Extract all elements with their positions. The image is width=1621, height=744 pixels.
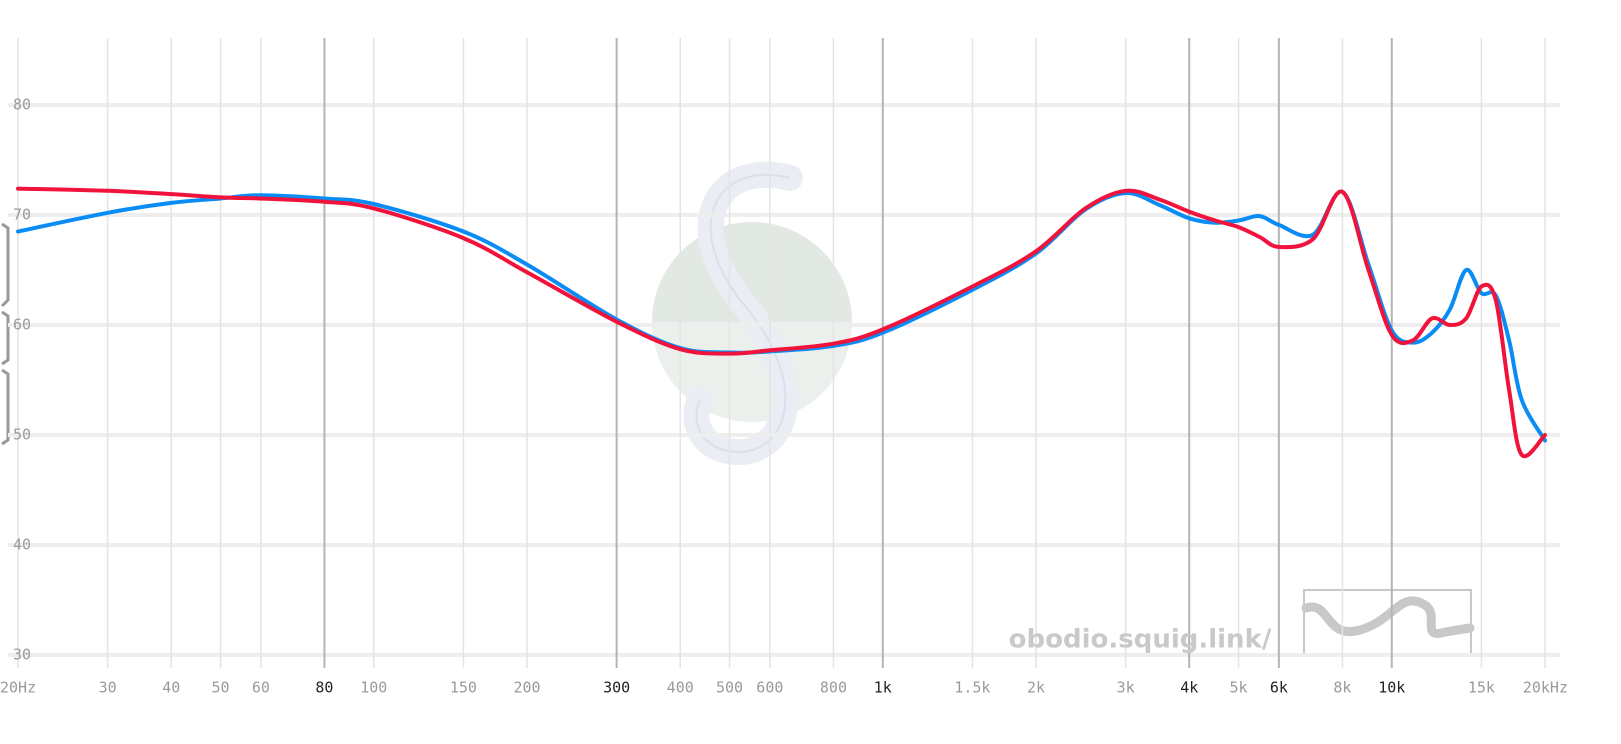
x-tick-label: 3k bbox=[1117, 679, 1135, 697]
x-tick-label: 80 bbox=[315, 679, 333, 697]
logo bbox=[652, 161, 852, 466]
x-tick-label: 200 bbox=[513, 679, 540, 697]
x-tick-label: 10k bbox=[1378, 679, 1405, 697]
x-tick-label: 4k bbox=[1180, 679, 1198, 697]
x-tick-label: 1.5k bbox=[954, 679, 990, 697]
grid bbox=[8, 38, 1560, 668]
y-tick-label: 40 bbox=[13, 536, 31, 554]
tick-labels: 30 40 50 60 70 80 20Hz 30 40 50 60 80 100 150 200 300 40… bbox=[0, 96, 1568, 697]
x-tick-label: 40 bbox=[162, 679, 180, 697]
x-tick-label: 20kHz bbox=[1523, 679, 1568, 697]
x-tick-label: 500 bbox=[716, 679, 743, 697]
x-tick-label: 30 bbox=[99, 679, 117, 697]
y-tick-label: 80 bbox=[13, 96, 31, 114]
x-tick-label: 50 bbox=[212, 679, 230, 697]
x-tick-label: 100 bbox=[360, 679, 387, 697]
x-tick-label: 600 bbox=[756, 679, 783, 697]
x-tick-label: 300 bbox=[603, 679, 630, 697]
x-tick-label: 5k bbox=[1230, 679, 1248, 697]
y-tick-label: 70 bbox=[13, 206, 31, 224]
logo-s-outline bbox=[695, 173, 791, 454]
y-tick-label: 50 bbox=[13, 426, 31, 444]
series-line bbox=[16, 186, 1547, 459]
x-tick-label: 150 bbox=[450, 679, 477, 697]
y-tick-label: 60 bbox=[13, 316, 31, 334]
watermark: obodio.squig.link/ bbox=[1009, 625, 1272, 655]
edge-handle bbox=[0, 222, 10, 446]
x-tick-label: 400 bbox=[667, 679, 694, 697]
x-tick-label: 20Hz bbox=[0, 679, 36, 697]
x-tick-label: 15k bbox=[1468, 679, 1495, 697]
brand-box bbox=[1301, 589, 1475, 656]
x-tick-label: 2k bbox=[1027, 679, 1045, 697]
x-tick-label: 8k bbox=[1333, 679, 1351, 697]
brand-wave bbox=[1301, 596, 1475, 638]
y-tick-label: 30 bbox=[13, 646, 31, 664]
x-tick-label: 1k bbox=[874, 679, 892, 697]
x-tick-label: 800 bbox=[820, 679, 847, 697]
x-tick-label: 6k bbox=[1270, 679, 1288, 697]
plot bbox=[16, 186, 1547, 459]
x-tick-label: 60 bbox=[252, 679, 270, 697]
